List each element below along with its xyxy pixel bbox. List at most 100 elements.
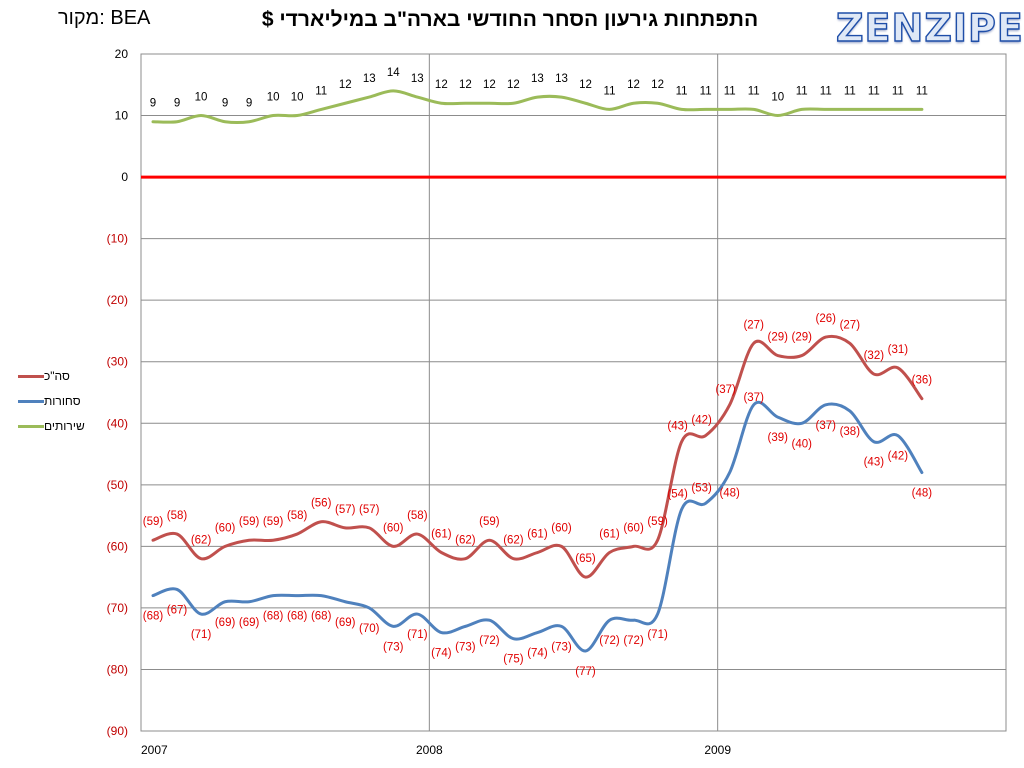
data-label-services: 10 [291,92,304,104]
data-label-services: 10 [267,92,280,104]
data-label-goods: (70) [359,623,380,635]
data-label-total: (29) [792,332,813,344]
data-label-total: (61) [431,529,452,541]
data-label-total: (62) [503,535,524,547]
y-tick-label: (90) [107,724,128,738]
data-label-total: (58) [407,510,428,522]
data-label-goods: (71) [647,629,668,641]
data-label-services: 12 [651,79,664,91]
series-line-goods [151,400,924,653]
data-label-goods: (73) [551,641,572,653]
data-label-total: (36) [912,375,933,387]
data-label-total: (58) [287,510,308,522]
x-tick-label: 2007 [141,743,168,757]
y-tick-label: 20 [115,47,129,61]
plot-border [140,53,1007,732]
data-label-services: 11 [604,85,616,97]
y-tick-label: (30) [107,355,128,369]
data-label-goods: (67) [167,604,188,616]
series-line-total [151,334,924,579]
data-label-services: 11 [844,85,856,97]
data-label-total: (59) [263,516,284,528]
data-label-services: 11 [724,85,736,97]
data-label-total: (60) [383,522,404,534]
data-label-services: 12 [339,79,352,91]
data-label-services: 13 [531,73,544,85]
data-label-total: (61) [527,529,548,541]
data-label-goods: (72) [599,635,620,647]
data-label-goods: (48) [912,488,933,500]
data-label-services: 9 [246,98,252,110]
data-label-services: 12 [483,79,496,91]
data-label-total: (59) [143,516,164,528]
data-label-goods: (74) [431,648,452,660]
data-label-total: (62) [455,535,476,547]
data-label-services: 13 [363,73,376,85]
data-label-total: (59) [479,516,500,528]
data-label-total: (58) [167,510,188,522]
data-label-total: (56) [311,498,332,510]
data-label-total: (57) [359,504,380,516]
zenziper-logo: ZENZIPER [835,5,1024,50]
legend-swatch-total [18,374,44,378]
data-label-services: 12 [435,79,448,91]
data-label-goods: (54) [667,488,688,500]
data-label-goods: (74) [527,648,548,660]
data-label-services: 9 [174,98,180,110]
data-label-total: (59) [239,516,260,528]
data-label-services: 11 [748,85,760,97]
legend-item-services: שירותים [14,418,85,434]
data-label-goods: (39) [767,432,788,444]
data-label-goods: (77) [575,666,596,678]
data-label-goods: (71) [191,629,212,641]
data-label-services: 13 [555,73,568,85]
data-label-services: 12 [627,79,640,91]
data-label-total: (60) [623,522,644,534]
y-tick-label: (60) [107,539,128,553]
legend-label-services: שירותים [44,419,85,433]
y-tick-label: (10) [107,232,128,246]
data-label-goods: (71) [407,629,428,641]
data-label-total: (57) [335,504,356,516]
y-tick-label: 0 [121,170,128,184]
data-label-total: (59) [647,516,668,528]
source-label: מקור: BEA [58,7,151,29]
data-label-services: 11 [676,85,688,97]
data-label-services: 12 [579,79,592,91]
data-label-services: 11 [892,85,904,97]
data-label-goods: (75) [503,654,524,666]
data-label-total: (32) [864,350,885,362]
series-line-services [151,89,924,124]
data-label-goods: (69) [239,617,260,629]
data-label-total: (61) [599,529,620,541]
data-label-services: 10 [195,92,208,104]
data-label-total: (31) [888,344,909,356]
data-label-services: 11 [796,85,808,97]
data-label-services: 11 [820,85,832,97]
y-tick-label: 10 [115,109,129,123]
data-label-goods: (73) [383,641,404,653]
legend-swatch-services [18,424,44,428]
data-label-goods: (40) [792,438,813,450]
data-label-services: 11 [315,85,327,97]
data-label-goods: (43) [864,457,885,469]
data-label-total: (27) [840,319,861,331]
data-label-services: 11 [916,85,928,97]
data-label-total: (65) [575,553,596,565]
data-label-goods: (68) [143,611,164,623]
x-tick-label: 2008 [416,743,443,757]
legend-swatch-goods [18,399,44,403]
legend-label-goods: סחורות [44,394,81,408]
chart-title: התפתחות גירעון הסחר החודשי בארה"ב במיליא… [261,8,759,31]
data-label-goods: (38) [840,426,861,438]
data-label-goods: (42) [888,451,909,463]
data-label-goods: (68) [287,611,308,623]
y-tick-label: (70) [107,601,128,615]
data-label-services: 13 [411,73,424,85]
data-label-goods: (69) [215,617,236,629]
data-label-services: 12 [459,79,472,91]
data-label-total: (29) [767,332,788,344]
x-tick-label: 2009 [704,743,731,757]
y-tick-label: (80) [107,662,128,676]
